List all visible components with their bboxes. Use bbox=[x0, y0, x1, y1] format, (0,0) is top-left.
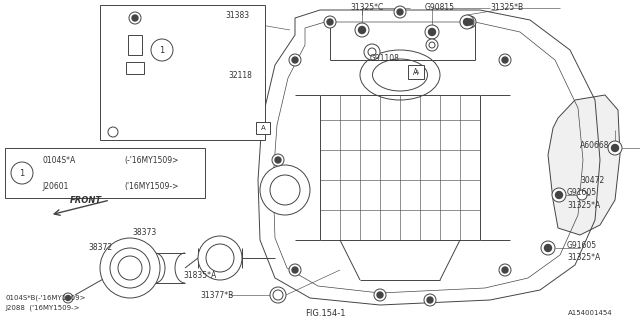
Circle shape bbox=[397, 9, 403, 15]
Text: A: A bbox=[260, 125, 266, 131]
Circle shape bbox=[289, 54, 301, 66]
Circle shape bbox=[608, 141, 622, 155]
Circle shape bbox=[355, 23, 369, 37]
Polygon shape bbox=[548, 95, 620, 235]
Circle shape bbox=[11, 162, 33, 184]
Circle shape bbox=[394, 6, 406, 18]
Text: 1: 1 bbox=[19, 169, 24, 178]
Text: 0104S*A: 0104S*A bbox=[42, 156, 76, 164]
Circle shape bbox=[132, 15, 138, 21]
Text: J20601: J20601 bbox=[42, 181, 68, 190]
Circle shape bbox=[427, 297, 433, 303]
Circle shape bbox=[502, 267, 508, 273]
Circle shape bbox=[327, 19, 333, 25]
Text: ('16MY1509->: ('16MY1509-> bbox=[124, 181, 179, 190]
Circle shape bbox=[110, 248, 150, 288]
Circle shape bbox=[100, 238, 160, 298]
Circle shape bbox=[273, 290, 283, 300]
Circle shape bbox=[577, 190, 587, 200]
Circle shape bbox=[260, 165, 310, 215]
Circle shape bbox=[429, 28, 435, 36]
Circle shape bbox=[292, 57, 298, 63]
Circle shape bbox=[63, 293, 73, 303]
Circle shape bbox=[429, 42, 435, 48]
Circle shape bbox=[108, 127, 118, 137]
Bar bbox=[5, 148, 205, 198]
Circle shape bbox=[270, 175, 300, 205]
Text: (-'16MY1509>: (-'16MY1509> bbox=[124, 156, 179, 164]
Circle shape bbox=[324, 16, 336, 28]
Circle shape bbox=[499, 54, 511, 66]
Circle shape bbox=[292, 267, 298, 273]
Text: J2088  ('16MY1509->: J2088 ('16MY1509-> bbox=[5, 305, 79, 311]
Circle shape bbox=[198, 236, 242, 280]
Circle shape bbox=[368, 48, 376, 56]
Circle shape bbox=[545, 244, 552, 252]
Circle shape bbox=[364, 44, 380, 60]
Circle shape bbox=[377, 292, 383, 298]
Text: G91605: G91605 bbox=[567, 241, 597, 250]
Circle shape bbox=[499, 264, 511, 276]
Circle shape bbox=[65, 295, 70, 300]
Text: 31325*A: 31325*A bbox=[567, 201, 600, 210]
Circle shape bbox=[272, 154, 284, 166]
Text: 38373: 38373 bbox=[133, 228, 157, 236]
Text: 31325*C: 31325*C bbox=[350, 3, 383, 12]
Text: 1: 1 bbox=[159, 45, 164, 54]
Text: G91605: G91605 bbox=[567, 188, 597, 196]
Text: G91108: G91108 bbox=[370, 53, 400, 62]
Circle shape bbox=[129, 12, 141, 24]
Text: 31377*B: 31377*B bbox=[200, 291, 233, 300]
Circle shape bbox=[424, 294, 436, 306]
Bar bbox=[128, 35, 142, 55]
Circle shape bbox=[206, 244, 234, 272]
Circle shape bbox=[611, 145, 618, 151]
Circle shape bbox=[275, 157, 281, 163]
Circle shape bbox=[463, 19, 470, 26]
Circle shape bbox=[460, 15, 474, 29]
Text: 31325*B: 31325*B bbox=[490, 3, 523, 12]
Circle shape bbox=[289, 264, 301, 276]
Bar bbox=[408, 65, 424, 79]
Circle shape bbox=[426, 39, 438, 51]
Text: 38372: 38372 bbox=[88, 243, 112, 252]
Text: 32118: 32118 bbox=[228, 70, 252, 79]
Text: G90815: G90815 bbox=[425, 3, 455, 12]
Text: A60668: A60668 bbox=[580, 140, 609, 149]
Bar bbox=[100, 5, 265, 140]
Circle shape bbox=[502, 57, 508, 63]
Text: 0104S*B(-'16MY1509>: 0104S*B(-'16MY1509> bbox=[5, 295, 86, 301]
Circle shape bbox=[358, 27, 365, 34]
Circle shape bbox=[118, 256, 142, 280]
Circle shape bbox=[467, 19, 473, 25]
Circle shape bbox=[464, 16, 476, 28]
Text: 31835*A: 31835*A bbox=[184, 270, 216, 279]
Bar bbox=[126, 62, 144, 74]
Text: A: A bbox=[415, 69, 419, 75]
Text: FRONT: FRONT bbox=[70, 196, 102, 204]
Circle shape bbox=[270, 287, 286, 303]
Text: A: A bbox=[413, 68, 419, 76]
Text: 30472: 30472 bbox=[580, 175, 604, 185]
Circle shape bbox=[151, 39, 173, 61]
Circle shape bbox=[556, 191, 563, 198]
Circle shape bbox=[425, 25, 439, 39]
Circle shape bbox=[541, 241, 555, 255]
Text: A154001454: A154001454 bbox=[568, 310, 612, 316]
Text: FIG.154-1: FIG.154-1 bbox=[305, 308, 345, 317]
Bar bbox=[256, 122, 270, 134]
Circle shape bbox=[552, 188, 566, 202]
Text: 31383: 31383 bbox=[225, 11, 249, 20]
Circle shape bbox=[374, 289, 386, 301]
Text: 31325*A: 31325*A bbox=[567, 253, 600, 262]
